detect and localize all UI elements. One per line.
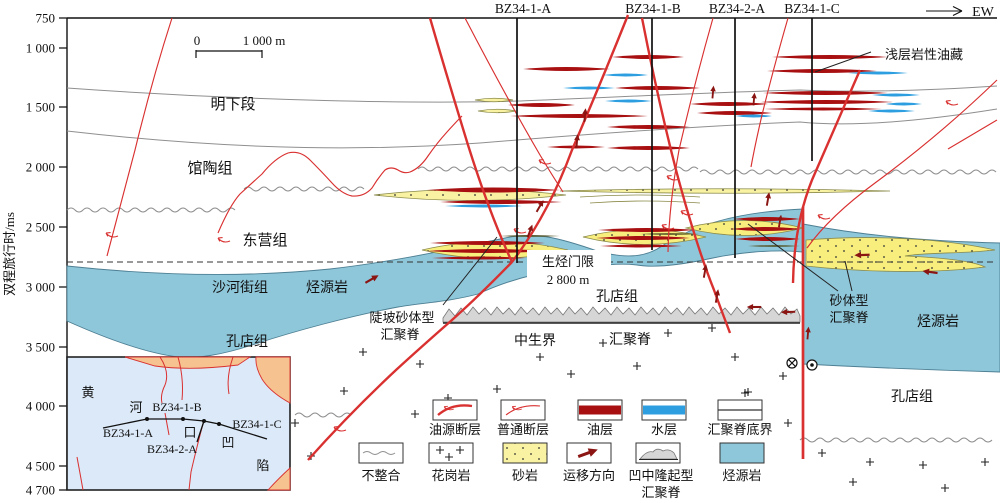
direction-indicator: EW — [926, 5, 995, 20]
formation-boundary-lines — [66, 85, 998, 149]
oil-source-faults — [307, 14, 862, 461]
legend-label: 油源断层 — [429, 422, 481, 437]
strike-slip-symbols — [786, 357, 818, 371]
water-layers — [445, 71, 922, 208]
formation-label-source-rock-left: 烃源岩 — [306, 280, 348, 296]
map-orange-area-bottom-right — [266, 466, 291, 491]
legend-symbol-granite — [428, 442, 474, 464]
y-axis — [59, 17, 67, 491]
tick-label: 750 — [36, 11, 56, 26]
scale-bar: 0 1 000 m — [194, 33, 286, 58]
direction-label: EW — [972, 5, 995, 20]
map-section-line — [102, 417, 268, 443]
tick-label: 2 000 — [26, 160, 55, 175]
formation-label-dongying: 东营组 — [242, 232, 287, 249]
formation-label-ridge-center: 汇聚脊 — [609, 332, 651, 348]
well-label-bz34-2-a: BZ34-2-A — [709, 1, 765, 16]
formation-label-source-rock-right: 烃源岩 — [917, 314, 959, 330]
legend-label: 花岗岩 — [431, 468, 470, 483]
uplift-mound — [442, 306, 801, 324]
legend-label: 不整合 — [361, 468, 400, 483]
map-geo-char: 河 — [129, 400, 142, 415]
map-orange-area-top — [124, 356, 252, 369]
legend-label: 汇聚脊 — [641, 485, 680, 500]
scale-length-label: 1 000 m — [243, 33, 286, 48]
map-well-label: BZ34-2-A — [147, 442, 197, 456]
y-axis-tick-labels: 750 1 000 1 500 2 000 2 500 3 000 3 500 … — [26, 11, 55, 498]
legend-symbol-ridge-base — [717, 399, 763, 421]
formation-label-kongdian-left: 孔店组 — [226, 334, 268, 350]
legend-label: 运移方向 — [563, 468, 615, 483]
map-geo-char: 口 — [183, 425, 196, 440]
legend-symbol-migration-direction — [566, 442, 612, 464]
threshold-label-background — [527, 250, 611, 288]
well-bore-lines — [516, 18, 813, 263]
annotation-leader-lines — [442, 51, 872, 306]
legend-symbol-oil-source-fault — [432, 399, 478, 421]
map-geo-char: 黄 — [81, 385, 94, 400]
annotation-threshold-line1: 生烃门限 — [542, 254, 594, 269]
formation-label-mingxia: 明下段 — [210, 96, 255, 113]
well-label-bz34-1-c: BZ34-1-C — [784, 1, 840, 16]
legend-label: 凹中隆起型 — [628, 468, 693, 483]
circled-cross-icon — [788, 359, 796, 367]
tick-label: 4 700 — [26, 483, 55, 498]
formation-label-kongdian-center: 孔店组 — [596, 289, 638, 305]
legend-symbol-water-layer — [641, 399, 687, 421]
annotation-slope-ridge-line2: 汇聚脊 — [380, 327, 419, 342]
legend-symbol-source-rock — [719, 442, 765, 464]
annotation-threshold-line2: 2 800 m — [547, 272, 590, 287]
annotation-sand-ridge-line2: 汇聚脊 — [829, 310, 868, 325]
map-orange-area-right — [255, 356, 291, 404]
tick-label: 4 000 — [26, 399, 55, 414]
legend-symbol-normal-fault — [500, 399, 546, 421]
y-axis-title: 双程旅行时/ms — [2, 212, 17, 296]
formation-label-shahejie: 沙河街组 — [212, 280, 268, 296]
legend-symbol-unconformity — [358, 442, 404, 464]
formation-label-mesozoic: 中生界 — [514, 333, 556, 349]
annotation-shallow-reservoir: 浅层岩性油藏 — [885, 47, 963, 62]
legend-label: 普通断层 — [497, 422, 549, 437]
map-well-label: BZ34-1-C — [232, 417, 281, 431]
well-label-bz34-1-b: BZ34-1-B — [625, 1, 681, 16]
annotation-slope-ridge-line1: 陡坡砂体型 — [369, 310, 434, 325]
well-label-bz34-1-a: BZ34-1-A — [495, 1, 551, 16]
legend-label: 油层 — [587, 422, 613, 437]
formation-label-guantao: 馆陶组 — [187, 160, 232, 177]
map-well-label: BZ34-1-A — [103, 426, 153, 440]
legend-symbol-uplift-ridge — [635, 442, 681, 464]
circled-dot-icon — [810, 363, 814, 367]
tick-label: 4 500 — [26, 459, 55, 474]
legend-label: 水层 — [651, 422, 677, 437]
map-geo-char: 凹 — [221, 435, 234, 450]
tick-label: 3 000 — [26, 280, 55, 295]
legend-symbol-sandstone — [502, 442, 548, 464]
hydrocarbon-threshold-line — [67, 250, 997, 288]
normal-faults — [106, 17, 998, 257]
legend-label: 汇聚脊底界 — [707, 422, 772, 437]
map-well-label: BZ34-1-B — [152, 400, 201, 414]
bottom-right-wavy-lines — [294, 412, 993, 443]
tick-label: 1 000 — [26, 41, 55, 56]
legend-label: 砂岩 — [512, 468, 538, 483]
legend: 油源断层 普通断层 油层 水层 汇聚脊底界 不整合 花岗岩 砂岩 运移方向 凹中… — [358, 399, 773, 500]
scale-zero-label: 0 — [194, 33, 201, 48]
unconformity-wavy-lines — [66, 166, 997, 213]
tick-label: 2 500 — [26, 220, 55, 235]
tick-label: 3 500 — [26, 340, 55, 355]
formation-label-kongdian-right: 孔店组 — [891, 389, 933, 405]
inset-location-map: 黄 河 口 凹 陷 BZ34-1-A BZ34-1-B BZ34-2-A BZ3… — [66, 356, 291, 491]
legend-symbol-oil-layer — [577, 399, 623, 421]
tick-label: 1 500 — [26, 100, 55, 115]
sandstone-bodies — [373, 97, 996, 272]
map-fault-lines — [76, 356, 234, 491]
legend-label: 烃源岩 — [722, 468, 761, 483]
map-geo-char: 陷 — [256, 458, 269, 473]
annotation-sand-ridge-line1: 砂体型 — [829, 293, 868, 308]
